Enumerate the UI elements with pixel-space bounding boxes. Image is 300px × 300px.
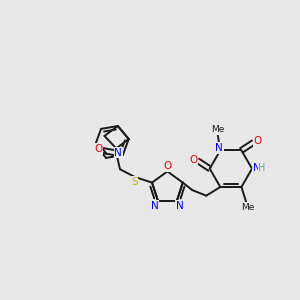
Text: O: O [94, 144, 102, 154]
Text: O: O [163, 161, 172, 172]
Text: O: O [189, 154, 198, 165]
Text: N: N [253, 163, 261, 173]
Text: H: H [258, 163, 266, 173]
Text: S: S [131, 177, 138, 187]
Text: Me: Me [241, 203, 254, 212]
Text: N: N [176, 201, 184, 211]
Text: Me: Me [211, 125, 224, 134]
Text: N: N [114, 148, 122, 158]
Text: N: N [151, 201, 159, 211]
Text: O: O [254, 136, 262, 146]
Text: N: N [215, 143, 223, 153]
